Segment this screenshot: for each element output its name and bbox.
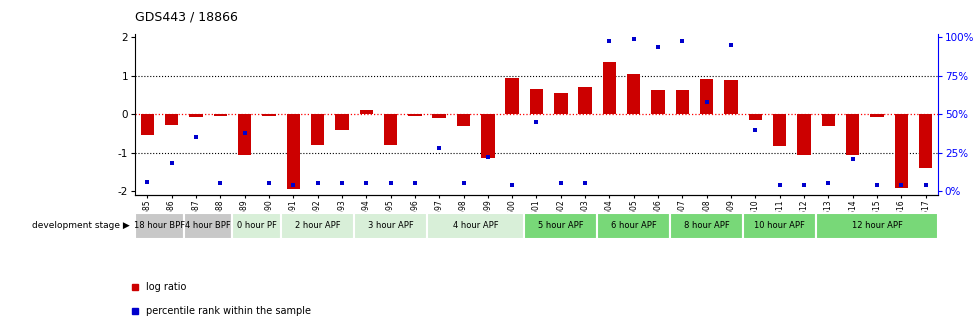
Bar (408, 114, 422, 116)
Bar (748, 114, 761, 120)
Bar (262, 114, 276, 116)
Bar (457, 114, 469, 126)
Text: 12 hour APF: 12 hour APF (851, 221, 902, 230)
Bar (334, 114, 348, 130)
Bar (184, 213, 232, 239)
Bar (287, 114, 299, 189)
Bar (627, 74, 640, 114)
Bar (281, 213, 354, 239)
Bar (816, 213, 937, 239)
Bar (773, 114, 785, 146)
Bar (602, 62, 615, 114)
Bar (918, 114, 931, 168)
Text: GDS443 / 18866: GDS443 / 18866 (135, 10, 238, 24)
Bar (426, 213, 524, 239)
Bar (845, 114, 859, 155)
Bar (383, 114, 397, 145)
Text: 6 hour APF: 6 hour APF (610, 221, 656, 230)
Text: log ratio: log ratio (146, 282, 186, 292)
Text: 4 hour APF: 4 hour APF (453, 221, 498, 230)
Text: percentile rank within the sample: percentile rank within the sample (146, 306, 311, 316)
Bar (354, 213, 426, 239)
Bar (480, 114, 494, 158)
Bar (238, 114, 251, 155)
Bar (670, 213, 742, 239)
Text: development stage ▶: development stage ▶ (32, 221, 130, 230)
Bar (164, 114, 178, 125)
Bar (432, 114, 445, 118)
Bar (742, 213, 816, 239)
Text: 2 hour APF: 2 hour APF (294, 221, 340, 230)
Text: 10 hour APF: 10 hour APF (754, 221, 804, 230)
Bar (311, 114, 324, 145)
Text: 8 hour APF: 8 hour APF (684, 221, 729, 230)
Bar (141, 114, 154, 135)
Bar (359, 111, 373, 114)
Bar (724, 80, 737, 114)
Bar (554, 93, 567, 114)
Text: 4 hour BPF: 4 hour BPF (185, 221, 231, 230)
Bar (869, 114, 883, 117)
Bar (650, 90, 664, 114)
Bar (524, 213, 597, 239)
Text: 5 hour APF: 5 hour APF (538, 221, 583, 230)
Bar (189, 114, 202, 117)
Bar (699, 79, 713, 114)
Bar (675, 90, 689, 114)
Bar (821, 114, 834, 126)
Bar (232, 213, 281, 239)
Text: 3 hour APF: 3 hour APF (368, 221, 413, 230)
Bar (796, 114, 810, 155)
Bar (578, 87, 592, 114)
Text: 0 hour PF: 0 hour PF (237, 221, 277, 230)
Bar (135, 213, 184, 239)
Bar (529, 89, 543, 114)
Bar (213, 114, 227, 116)
Bar (894, 114, 908, 188)
Bar (597, 213, 670, 239)
Text: 18 hour BPF: 18 hour BPF (134, 221, 185, 230)
Bar (505, 78, 518, 114)
